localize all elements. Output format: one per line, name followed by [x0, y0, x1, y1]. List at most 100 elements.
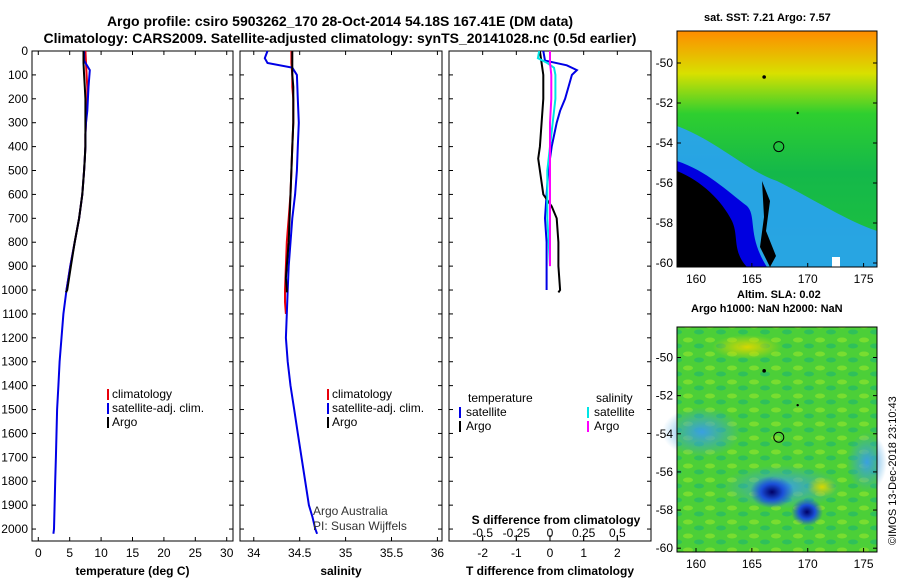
x-tick-label: 30 — [220, 546, 234, 560]
x-tick-label: 0 — [35, 546, 42, 560]
series-line-argo — [65, 51, 87, 293]
sla-map-subtitle: Argo h1000: NaN h2000: NaN — [691, 303, 843, 315]
legend-label: satellite — [466, 405, 507, 419]
y-tick-label: 400 — [8, 140, 28, 154]
series-line-temperature-argo — [537, 50, 562, 293]
sx-tick-label: 0.25 — [572, 526, 596, 540]
y-tick-label: 1300 — [1, 355, 28, 369]
sla-low-anomaly — [662, 407, 742, 457]
sst-map-image — [677, 31, 877, 267]
series-line-salinity-argo — [549, 51, 553, 267]
y-tick-label: 1400 — [1, 379, 28, 393]
y-tick-label: 600 — [8, 187, 28, 201]
map-x-tick-label: 175 — [854, 557, 874, 571]
y-tick-label: 700 — [8, 211, 28, 225]
title-line-2: Climatology: CARS2009. Satellite-adjuste… — [43, 30, 637, 46]
y-tick-label: 1000 — [1, 283, 28, 297]
map-x-tick-label: 165 — [742, 272, 762, 286]
sx-tick-label: -0.5 — [472, 526, 493, 540]
x-tick-label: 34 — [247, 546, 261, 560]
x-tick-label: 35 — [339, 546, 353, 560]
legend-label: satellite-adj. clim. — [112, 401, 204, 415]
map-y-tick-label: -54 — [656, 427, 674, 441]
x-axis-label: temperature (deg C) — [75, 564, 189, 578]
map-y-tick-label: -50 — [656, 56, 674, 70]
y-tick-label: 2000 — [1, 522, 28, 536]
sst-map-title: sat. SST: 7.21 Argo: 7.57 — [704, 12, 831, 24]
y-tick-label: 900 — [8, 259, 28, 273]
sst-cloud-mask — [677, 171, 747, 267]
sla-map-image — [662, 327, 887, 552]
y-tick-label: 1200 — [1, 331, 28, 345]
y-tick-label: 1700 — [1, 450, 28, 464]
y-tick-label: 1100 — [2, 307, 28, 321]
legend-label: satellite-adj. clim. — [332, 401, 424, 415]
legend-label: satellite — [594, 405, 635, 419]
island-marker — [796, 403, 799, 407]
x-tick-label: 34.5 — [288, 546, 312, 560]
legend-label: Argo — [112, 415, 138, 429]
x-tick-label: 20 — [157, 546, 171, 560]
legend-label: Argo — [466, 419, 492, 433]
sla-high-anomaly — [712, 335, 782, 359]
legend-label: climatology — [112, 387, 172, 401]
map-y-tick-label: -50 — [656, 351, 674, 365]
sla-map-frame — [676, 326, 878, 553]
title-line-1: Argo profile: csiro 5903262_170 28-Oct-2… — [106, 13, 574, 29]
x-tick-label: 5 — [66, 546, 73, 560]
legend-title-salinity: salinity — [596, 391, 633, 405]
island-marker — [796, 111, 799, 115]
map-x-tick-label: 175 — [854, 272, 874, 286]
y-tick-label: 0 — [21, 44, 28, 58]
x-tick-label: 10 — [94, 546, 108, 560]
sx-axis-label: S difference from climatology — [472, 513, 641, 527]
map-y-tick-label: -58 — [656, 503, 674, 517]
y-tick-label: 1900 — [1, 498, 28, 512]
map-x-tick-label: 170 — [798, 557, 818, 571]
map-y-tick-label: -58 — [656, 216, 674, 230]
sst-no-data-pixel — [832, 257, 840, 267]
island-marker — [762, 75, 766, 79]
x-tick-label: 0 — [547, 546, 554, 560]
sla-low-anomaly — [847, 432, 887, 492]
series-line-argo — [284, 51, 295, 293]
y-tick-label: 100 — [8, 68, 28, 82]
x-axis-label: salinity — [320, 564, 362, 578]
y-tick-label: 1800 — [1, 474, 28, 488]
legend-title-temperature: temperature — [468, 391, 533, 405]
map-x-tick-label: 170 — [798, 272, 818, 286]
x-tick-label: 25 — [189, 546, 203, 560]
legend-label: Argo — [594, 419, 620, 433]
x-tick-label: -1 — [511, 546, 522, 560]
map-x-tick-label: 160 — [686, 272, 706, 286]
argo-position-marker — [773, 141, 785, 153]
sx-tick-label: 0 — [547, 526, 554, 540]
sla-low-anomaly-core — [791, 498, 823, 526]
argo-position-marker — [773, 431, 785, 443]
x-tick-label: 1 — [580, 546, 587, 560]
map-y-tick-label: -56 — [656, 465, 674, 479]
x-axis-label: T difference from climatology — [466, 564, 634, 578]
map-x-tick-label: 165 — [742, 557, 762, 571]
series-line-salinity-satellite — [536, 50, 557, 267]
x-tick-label: 2 — [614, 546, 621, 560]
x-tick-label: 15 — [126, 546, 140, 560]
legend-label: climatology — [332, 387, 392, 401]
sst-map-frame — [676, 30, 878, 268]
note-line-2: PI: Susan Wijffels — [313, 519, 407, 533]
map-y-tick-label: -60 — [656, 256, 674, 270]
map-y-tick-label: -56 — [656, 176, 674, 190]
sx-tick-label: 0.5 — [609, 526, 626, 540]
sx-tick-label: -0.25 — [503, 526, 531, 540]
island-marker — [762, 369, 766, 373]
y-tick-label: 800 — [8, 235, 28, 249]
y-tick-label: 1500 — [1, 403, 28, 417]
map-y-tick-label: -52 — [656, 96, 674, 110]
legend-label: Argo — [332, 415, 358, 429]
map-x-tick-label: 160 — [686, 557, 706, 571]
y-tick-label: 1600 — [1, 426, 28, 440]
map-y-tick-label: -54 — [656, 136, 674, 150]
x-tick-label: 35.5 — [380, 546, 404, 560]
x-tick-label: -2 — [477, 546, 488, 560]
